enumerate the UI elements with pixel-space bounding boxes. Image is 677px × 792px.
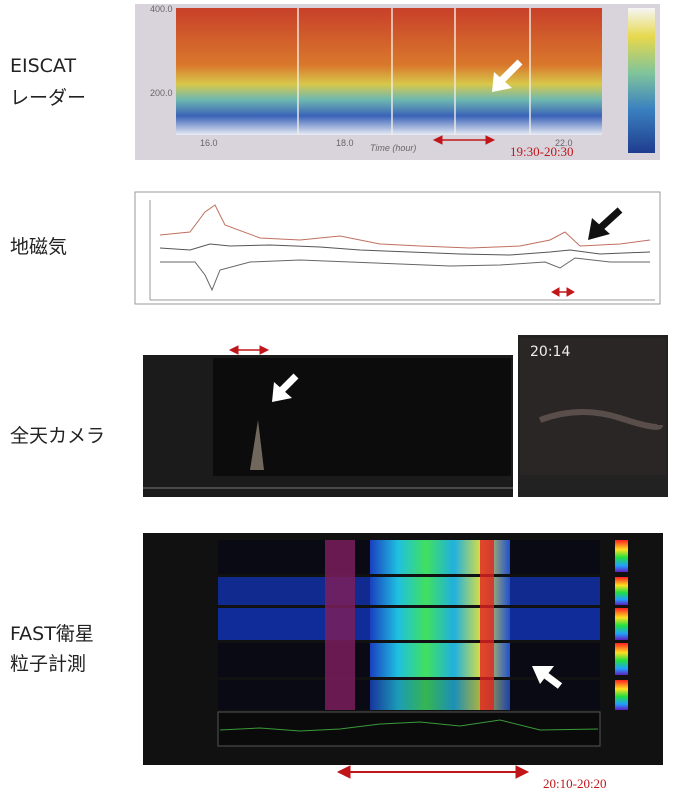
- panel-label: EISCAT: [10, 55, 76, 77]
- magnetometer-plot: [135, 192, 660, 304]
- time-range: 20:10-20:20: [543, 776, 607, 791]
- red-range-arrow: [230, 346, 268, 354]
- axis-label: 200.0: [150, 88, 173, 98]
- figure: EISCAT レーダー 400.0 200.0 16.0 18.0 Time (…: [0, 0, 677, 792]
- time-stamp: 20:14: [530, 344, 570, 360]
- axis-label: 18.0: [336, 138, 354, 148]
- color-bar: [628, 8, 655, 153]
- panel-label: 全天カメラ: [10, 425, 105, 447]
- panel-label: FAST衛星: [10, 623, 94, 645]
- panel-label: 粒子計測: [10, 653, 86, 675]
- axis-label: Time (hour): [370, 143, 416, 153]
- panel-label: 地磁気: [10, 236, 67, 258]
- time-range: 19:30-20:30: [510, 144, 574, 159]
- radar-plot: [176, 8, 602, 135]
- axis-label: 400.0: [150, 4, 173, 14]
- axis-label: 16.0: [200, 138, 218, 148]
- color-bars: [615, 540, 628, 710]
- panel-label: レーダー: [10, 87, 86, 109]
- red-range-arrow: [338, 766, 528, 778]
- spectrogram-bands: [218, 540, 600, 710]
